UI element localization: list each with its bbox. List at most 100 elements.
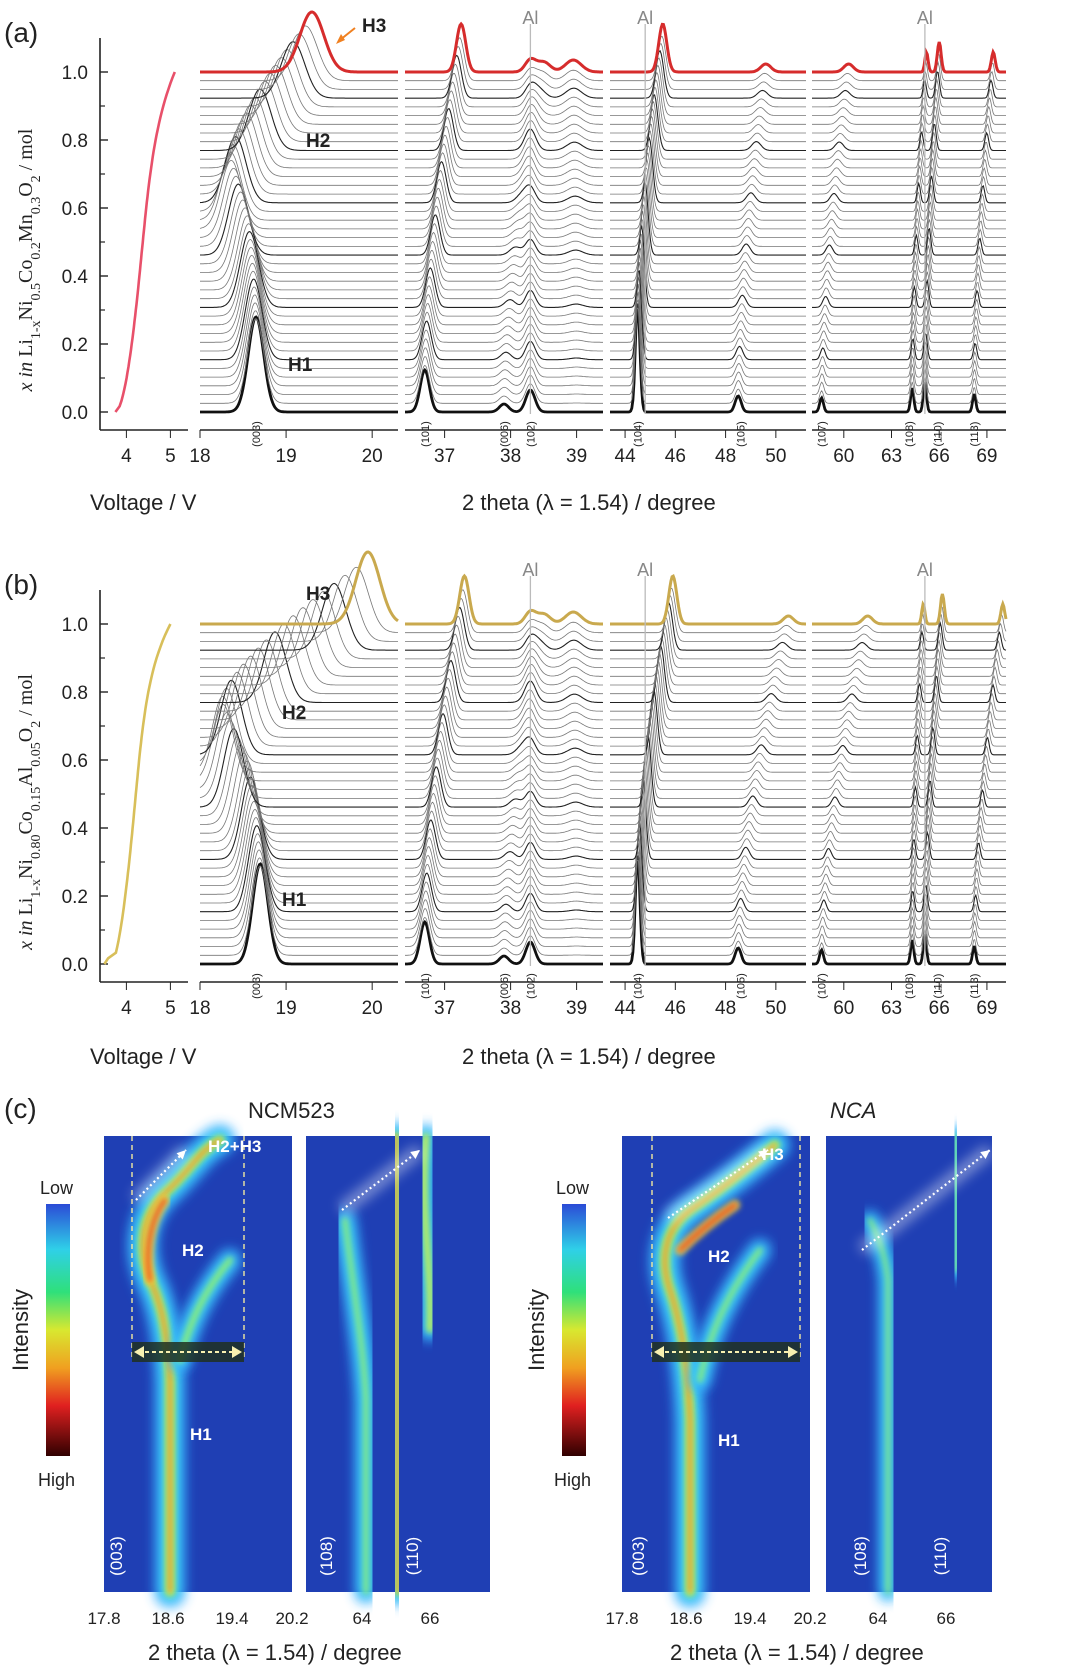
xrd-trace xyxy=(812,381,1006,414)
xrd-trace xyxy=(812,88,1006,116)
xrd-trace xyxy=(405,766,603,808)
xrd-trace xyxy=(199,720,398,799)
y-tick-label: 0.2 xyxy=(62,335,88,356)
xrd-trace xyxy=(200,223,398,300)
xrd-trace xyxy=(200,776,398,860)
xrd-trace xyxy=(812,97,1006,125)
xrd-trace xyxy=(200,230,398,308)
xrd-trace xyxy=(405,338,603,378)
xrd-trace xyxy=(405,311,603,352)
xrd-trace xyxy=(200,800,398,886)
xrd-trace xyxy=(405,356,603,395)
xrd-trace xyxy=(812,849,1006,878)
y-axis-title: x in Li1-xNi0.5Co0.2Mn0.3O2 / mol xyxy=(15,128,44,392)
xrd-trace xyxy=(812,771,1006,799)
xrd-trace xyxy=(812,209,1006,239)
xrd-trace xyxy=(610,638,806,695)
xrd-trace xyxy=(405,364,603,404)
xrd-trace xyxy=(200,825,398,913)
y-tick-label: 0.8 xyxy=(62,131,88,152)
hkl-label: (108) xyxy=(904,421,916,447)
arrow-head xyxy=(134,1346,144,1358)
xrd-trace xyxy=(405,303,603,343)
xrd-trace xyxy=(405,196,603,238)
xrd-trace xyxy=(812,245,1006,273)
xrd-trace xyxy=(405,347,603,387)
xrd-trace xyxy=(812,367,1006,395)
map-phase-label: H2+H3 xyxy=(208,1137,261,1156)
xrd-trace xyxy=(812,867,1006,895)
xrd-trace xyxy=(199,168,398,238)
xrd-trace xyxy=(405,659,604,704)
xrd-trace xyxy=(610,836,806,930)
xrd-trace xyxy=(405,134,603,177)
xrd-trace xyxy=(405,919,603,966)
xrd-trace xyxy=(812,805,1006,834)
xrd-trace xyxy=(610,291,806,387)
xrd-trace xyxy=(812,857,1006,886)
hkl-label: (006) xyxy=(499,973,511,999)
panel-b-traces xyxy=(103,550,1008,966)
xrd-trace xyxy=(405,90,603,134)
xrd-trace xyxy=(610,57,806,108)
panel-a-annotations: Al Al Al H1 H2 H3 xyxy=(288,8,933,414)
map-hkl-label: (003) xyxy=(629,1536,648,1576)
intensity-band xyxy=(953,1134,959,1272)
phase-label: H3 xyxy=(362,16,386,37)
xrd-trace xyxy=(610,136,806,204)
xrd-trace xyxy=(812,132,1006,160)
hkl-label: (003) xyxy=(251,421,263,447)
xrd-trace xyxy=(405,908,603,947)
map-hkl-label: (110) xyxy=(403,1537,422,1575)
y-tick-label: 0.6 xyxy=(62,751,88,772)
xrd-trace xyxy=(405,686,603,729)
hkl-label: (105) xyxy=(736,973,748,999)
xrd-trace xyxy=(200,294,398,378)
xrd-trace xyxy=(610,660,806,721)
xrd-trace xyxy=(812,841,1006,869)
panel-c-x-label-right: 2 theta (λ = 1.54) / degree xyxy=(670,1640,924,1665)
xrd-trace xyxy=(610,609,806,660)
xrd-trace xyxy=(200,817,398,904)
hkl-label: (102) xyxy=(525,421,537,447)
xrd-trace xyxy=(200,286,398,369)
panel-b-y-axis-label: x in Li1-xNi0.80Co0.15Al0.05O2 / mol xyxy=(15,674,44,951)
xrd-trace xyxy=(812,910,1006,939)
xrd-trace xyxy=(405,329,603,369)
xrd-trace xyxy=(812,219,1006,247)
xrd-trace xyxy=(812,296,1006,326)
intensity-band xyxy=(395,1135,399,1593)
xrd-trace xyxy=(200,239,398,317)
xrd-trace xyxy=(200,639,398,712)
xrd-trace xyxy=(610,821,806,913)
xrd-trace xyxy=(610,667,806,729)
map-hkl-label: (108) xyxy=(317,1536,336,1576)
xrd-trace xyxy=(405,615,603,660)
xrd-trace xyxy=(405,704,603,747)
xrd-trace xyxy=(405,54,603,99)
xrd-trace xyxy=(610,270,806,361)
xrd-trace xyxy=(610,100,806,160)
xrd-trace xyxy=(199,136,398,204)
voltage-tick-label: 4 xyxy=(121,998,132,1019)
xrd-trace xyxy=(200,607,398,677)
phase-label: H3 xyxy=(306,584,330,605)
y-tick-label: 0.2 xyxy=(62,887,88,908)
xrd-trace xyxy=(405,178,603,221)
xrd-trace xyxy=(610,210,806,291)
xrd-trace xyxy=(812,933,1006,966)
xrd-trace xyxy=(610,123,806,186)
xrd-trace xyxy=(405,46,603,90)
arrow-head xyxy=(176,1150,186,1160)
y-tick-label: 0.8 xyxy=(62,683,88,704)
hkl-label: (104) xyxy=(633,973,645,999)
xrd-trace xyxy=(405,819,603,860)
phase-label: H2 xyxy=(306,131,330,152)
al-label: Al xyxy=(637,8,653,28)
xrd-trace xyxy=(405,916,603,956)
xrd-trace xyxy=(405,624,603,668)
map-x-tick-label: 20.2 xyxy=(793,1609,826,1628)
xrd-trace xyxy=(610,711,806,782)
xrd-trace xyxy=(405,223,603,265)
